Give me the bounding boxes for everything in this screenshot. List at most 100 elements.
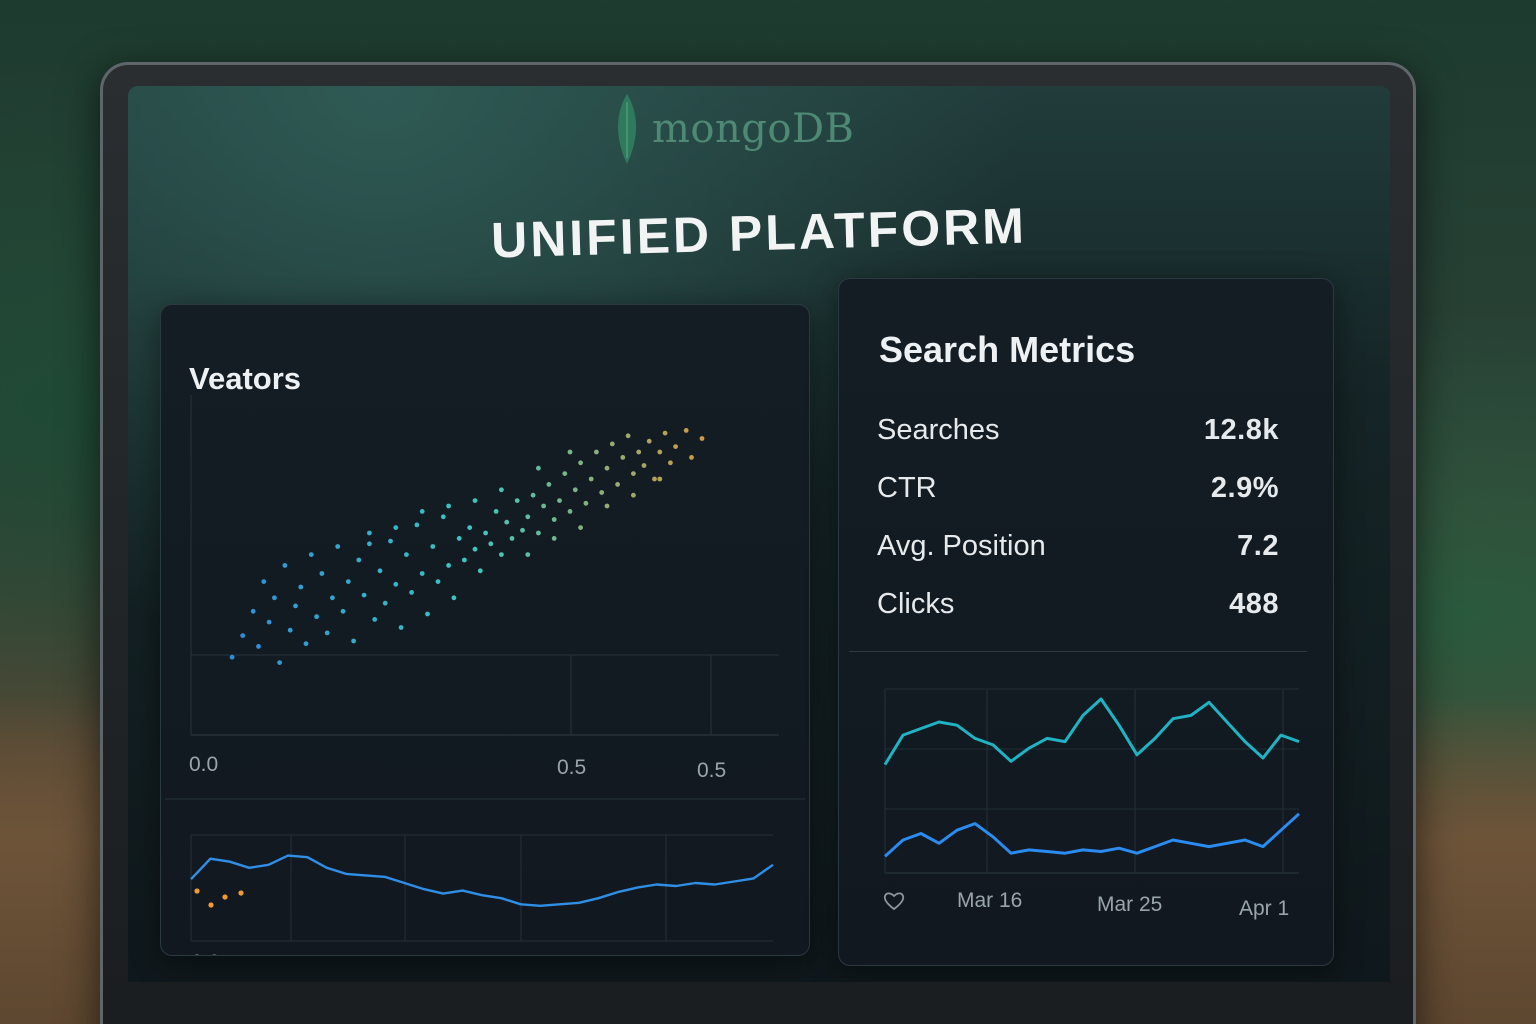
scatter-point [488, 541, 494, 547]
scatter-point [499, 487, 504, 493]
scatter-point [409, 590, 414, 595]
scatter-point [578, 460, 583, 466]
scatter-point [499, 552, 504, 557]
scatter-point [287, 627, 293, 633]
scatter-point [324, 630, 330, 636]
scatter-point [472, 546, 478, 552]
scatter-point [609, 441, 615, 447]
search-metrics-title: Search Metrics [879, 329, 1136, 370]
scatter-point [282, 563, 288, 568]
scatter-point [472, 498, 478, 503]
search-metrics-panel: Search Metrics Searches 12.8k CTR 2.9% A… [838, 278, 1334, 966]
scatter-point [567, 509, 573, 514]
search-series-a-path [883, 697, 1300, 766]
scatter-point [435, 579, 441, 584]
scatter-point [404, 552, 409, 557]
scatter-point [668, 460, 673, 466]
metric-value: 2.9% [1210, 471, 1279, 504]
scatter-point [562, 471, 568, 476]
scatter-point [557, 498, 562, 503]
scatter-point [689, 455, 694, 460]
scatter-point [367, 541, 372, 547]
line-accent-point [194, 888, 200, 894]
scatter-point [462, 557, 467, 563]
scatter-point [541, 503, 546, 509]
scatter-point [446, 563, 451, 568]
scatter-point [314, 614, 319, 620]
scatter-point [451, 595, 457, 601]
scatter-point [567, 449, 573, 455]
brand-name: mongoDB [652, 106, 855, 152]
scatter-point [467, 525, 473, 530]
scatter-x-tick-label: 0.5 [697, 759, 726, 782]
heart-icon[interactable] [883, 891, 905, 911]
brand-logo: mongoDB [612, 92, 854, 166]
scatter-point [520, 527, 525, 533]
scatter-point [293, 603, 298, 609]
metrics-list: Searches 12.8k CTR 2.9% Avg. Position 7.… [877, 401, 1279, 633]
scatter-point [641, 463, 647, 468]
scatter-point [514, 498, 520, 503]
scatter-point [504, 519, 510, 525]
metric-row-clicks: Clicks 488 [877, 575, 1279, 633]
scatter-point [308, 552, 314, 557]
scatter-point [419, 509, 425, 514]
search-series-b-path [883, 812, 1301, 858]
scatter-point [356, 557, 362, 563]
scatter-point [536, 530, 541, 536]
scatter-point [456, 536, 462, 541]
scatter-point [657, 449, 663, 455]
metric-value: 7.2 [1237, 529, 1279, 562]
scatter-point [631, 492, 636, 498]
scatter-point [303, 641, 309, 647]
line-series-path [190, 854, 774, 907]
scatter-point [340, 608, 346, 614]
scatter-point [594, 449, 599, 455]
search-x-tick-label: Apr 1 [1239, 897, 1289, 920]
scatter-point [256, 644, 261, 649]
scatter-point [646, 438, 652, 444]
scatter-point [620, 455, 626, 460]
search-trend-chart: Mar 16 Mar 25 Apr 1 [883, 688, 1301, 920]
scatter-point [377, 568, 383, 574]
scatter-point [483, 530, 488, 536]
metric-label: Avg. Position [877, 529, 1046, 562]
scatter-point [335, 544, 341, 549]
scatter-point [319, 571, 325, 576]
scatter-point [393, 525, 399, 530]
scatter-point [446, 503, 451, 509]
search-x-tick-label: Mar 16 [957, 889, 1022, 912]
metric-label: Searches [877, 413, 1000, 446]
scatter-point [229, 654, 235, 660]
scatter-point [673, 444, 678, 449]
scatter-point [530, 492, 536, 498]
scatter-point [330, 595, 335, 601]
scatter-point [372, 617, 378, 622]
scatter-point [683, 428, 689, 433]
scatter-point [440, 514, 446, 520]
metric-value: 12.8k [1203, 413, 1279, 446]
scatter-point [604, 503, 610, 509]
scatter-point [382, 600, 388, 606]
scatter-point [546, 482, 552, 487]
scatter-point [583, 500, 589, 506]
scatter-point [525, 514, 531, 520]
scatter-point [250, 608, 256, 614]
scatter-point [272, 595, 277, 601]
scatter-point [662, 430, 668, 436]
scatter-point [425, 611, 430, 617]
scatter-point [240, 633, 246, 638]
scatter-point [615, 482, 620, 487]
scatter-point [477, 568, 483, 574]
scatter-point [393, 581, 399, 587]
leaf-icon [617, 94, 637, 164]
line-x-tick-label: 0.0 [191, 951, 220, 955]
metric-value: 488 [1229, 587, 1279, 620]
search-x-tick-label: Mar 25 [1097, 893, 1162, 916]
scatter-point [388, 538, 393, 544]
scatter-point [266, 619, 272, 625]
scatter-point [509, 536, 515, 541]
metric-label: Clicks [877, 587, 955, 620]
scatter-point [551, 536, 557, 541]
scatter-point [636, 449, 642, 455]
